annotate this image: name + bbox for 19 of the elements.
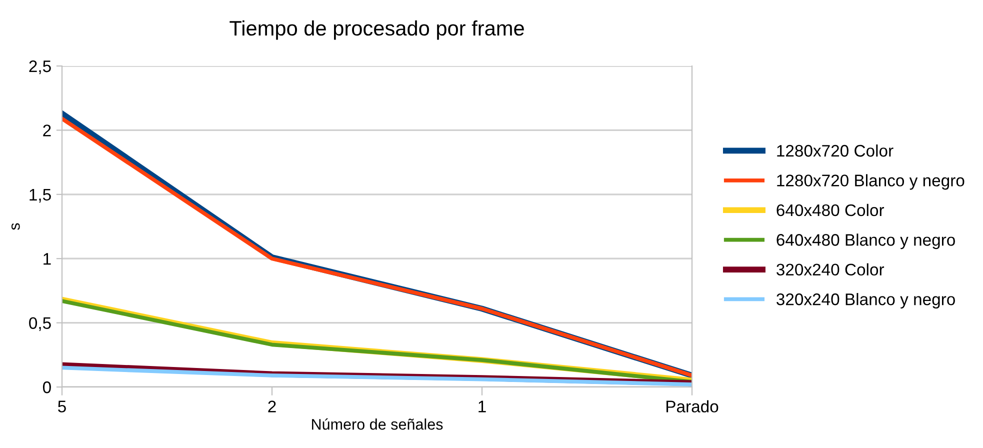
y-tick-label: 1 bbox=[44, 253, 51, 265]
legend-label: 640x480 Blanco y negro bbox=[776, 234, 955, 250]
y-tick-label: 2 bbox=[43, 124, 51, 136]
legend-label: 1280x720 Color bbox=[777, 144, 894, 157]
chart-title: Tiempo de procesado por frame bbox=[230, 20, 524, 40]
x-tick-label: 1 bbox=[478, 400, 486, 412]
legend-label: 320x240 Color bbox=[776, 263, 884, 276]
y-axis-title: s bbox=[11, 223, 20, 230]
legend-label: 640x480 Color bbox=[776, 204, 884, 216]
x-axis-title: Número de señales bbox=[312, 418, 443, 430]
legend-label: 1280x720 Blanco y negro bbox=[777, 174, 964, 190]
x-tick-label: 2 bbox=[268, 400, 276, 412]
y-tick-label: 1,5 bbox=[30, 188, 51, 203]
y-tick-label: 2,5 bbox=[29, 60, 51, 74]
legend-label: 320x240 Blanco y negro bbox=[776, 292, 955, 309]
y-tick-label: 0,5 bbox=[29, 317, 51, 331]
x-tick-label: 5 bbox=[58, 400, 66, 412]
y-tick-label: 0 bbox=[42, 381, 51, 394]
x-tick-label: Parado bbox=[666, 400, 718, 412]
